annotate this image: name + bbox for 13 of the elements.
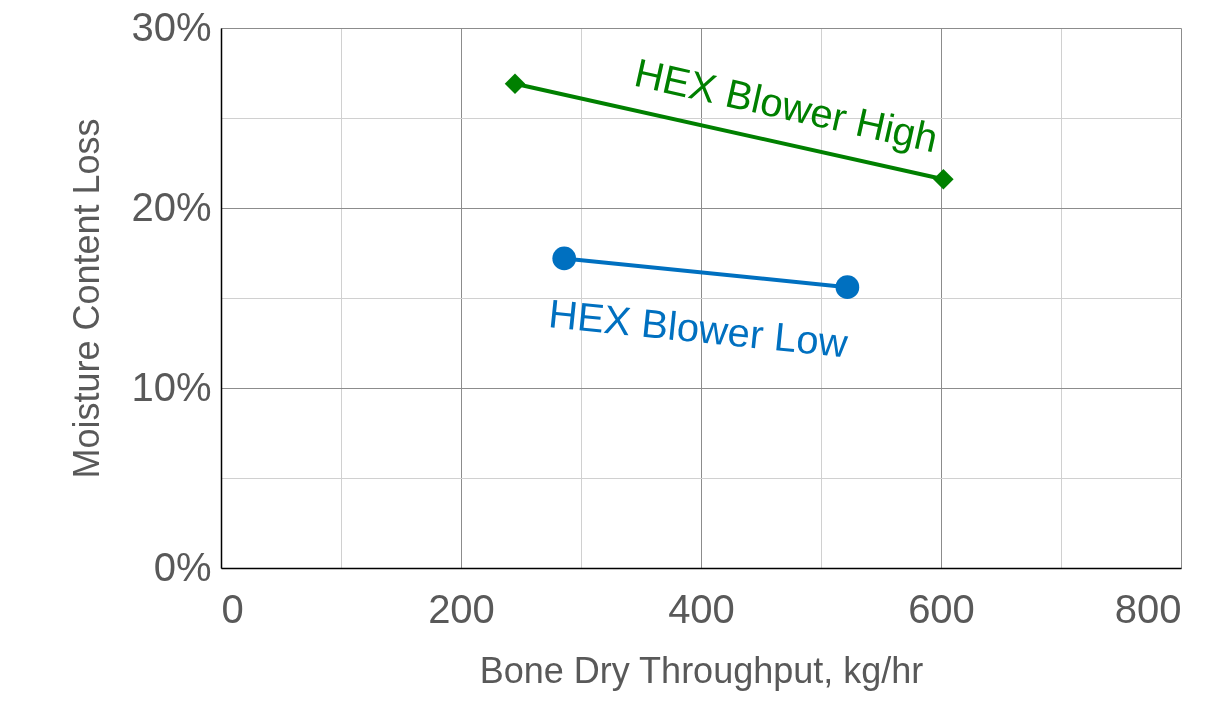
y-tick-label: 10% — [131, 364, 212, 409]
x-tick-label: 200 — [428, 586, 495, 631]
x-tick-label: 800 — [1114, 586, 1182, 631]
y-axis-title: Moisture Content Loss — [66, 118, 108, 479]
y-tick-label: 30% — [131, 4, 212, 49]
x-tick-label: 400 — [668, 586, 735, 631]
text: HEX Blower Low — [546, 291, 850, 366]
x-tick-label: 600 — [908, 586, 975, 631]
y-tick-label: 0% — [153, 544, 212, 589]
text: HEX Blower High — [630, 50, 942, 161]
x-tick-label: 0 — [221, 586, 244, 631]
y-tick-label: 20% — [131, 184, 212, 229]
x-axis-title: Bone Dry Throughput, kg/hr — [479, 649, 924, 691]
